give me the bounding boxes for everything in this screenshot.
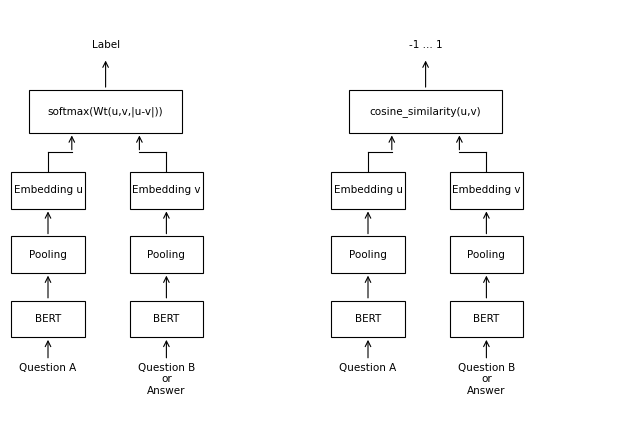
Text: Question B
or
Answer: Question B or Answer xyxy=(458,363,515,396)
Text: Embedding v: Embedding v xyxy=(452,185,521,196)
FancyBboxPatch shape xyxy=(130,300,204,337)
Text: Pooling: Pooling xyxy=(467,250,506,260)
FancyBboxPatch shape xyxy=(349,90,502,133)
Text: Question B
or
Answer: Question B or Answer xyxy=(138,363,195,396)
FancyBboxPatch shape xyxy=(332,172,404,208)
FancyBboxPatch shape xyxy=(11,300,85,337)
FancyBboxPatch shape xyxy=(332,300,404,337)
FancyBboxPatch shape xyxy=(29,90,182,133)
Text: -1 ... 1: -1 ... 1 xyxy=(409,40,442,50)
Text: BERT: BERT xyxy=(153,314,180,324)
FancyBboxPatch shape xyxy=(332,236,404,273)
Text: Question A: Question A xyxy=(339,363,397,373)
Text: Embedding v: Embedding v xyxy=(132,185,201,196)
Text: Question A: Question A xyxy=(19,363,77,373)
FancyBboxPatch shape xyxy=(130,172,204,208)
FancyBboxPatch shape xyxy=(450,236,524,273)
Text: Pooling: Pooling xyxy=(349,250,387,260)
Text: Pooling: Pooling xyxy=(147,250,186,260)
Text: BERT: BERT xyxy=(35,314,61,324)
Text: Label: Label xyxy=(92,40,120,50)
Text: Pooling: Pooling xyxy=(29,250,67,260)
Text: BERT: BERT xyxy=(355,314,381,324)
Text: Embedding u: Embedding u xyxy=(333,185,403,196)
Text: Embedding u: Embedding u xyxy=(13,185,83,196)
Text: cosine_similarity(u,v): cosine_similarity(u,v) xyxy=(370,106,481,117)
Text: BERT: BERT xyxy=(473,314,500,324)
FancyBboxPatch shape xyxy=(11,236,85,273)
FancyBboxPatch shape xyxy=(450,172,524,208)
FancyBboxPatch shape xyxy=(130,236,204,273)
FancyBboxPatch shape xyxy=(450,300,524,337)
FancyBboxPatch shape xyxy=(11,172,85,208)
Text: softmax(Wt(u,v,|u-v|)): softmax(Wt(u,v,|u-v|)) xyxy=(48,106,163,116)
